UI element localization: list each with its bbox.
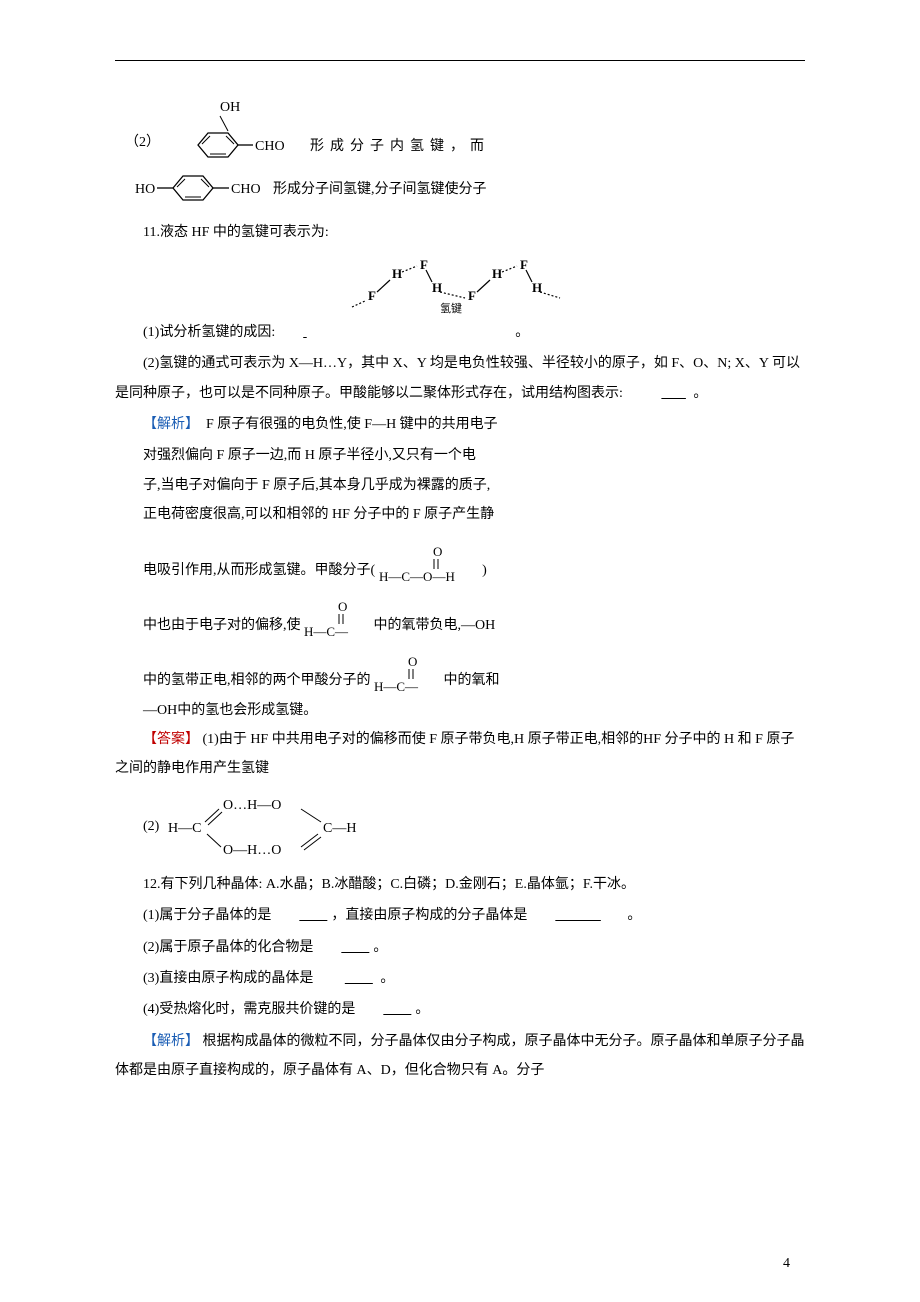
q11-analysis-l1: 对强烈偏向 F 原子一边,而 H 原子半径小,又只有一个电 [143,441,805,470]
q11-frag-b-pre: 中也由于电子对的偏移,使 [143,618,304,633]
answer-label: 【答案】 [143,732,199,747]
formic-full-svg: O H—C—O—H [379,544,479,584]
top-rule [115,60,805,61]
svg-text:F: F [468,288,476,303]
svg-text:O: O [433,544,442,559]
q12-p1b: ，直接由原子构成的分子晶体是 [331,908,527,923]
analysis-label: 【解析】 [143,417,199,432]
svg-text:H—C: H—C [168,821,201,836]
q2-structure-block: （2） OH CHO 形成分子内氢键，而 HO CHO [125,91,805,212]
q12-p3b: 。 [377,971,395,986]
q12-p3-blank [317,964,377,993]
q11-frag-b-post: 中的氧带负电,—OH [374,618,496,633]
q2-bond-oh [220,116,228,131]
q12-p1: (1)属于分子晶体的是 ，直接由原子构成的分子晶体是 。 [115,901,805,930]
q11-answer2: (2) H—C C—H O…H—O O—H…O [143,792,805,862]
q12-p3: (3)直接由原子构成的晶体是 。 [115,964,805,993]
q11-frag-c-post: 中的氧和 [444,673,500,688]
q12-p2b: 。 [373,940,387,955]
q11-analysis-l2: 子,当电子对偏向于 F 原子后,其本身几乎成为裸露的质子, [143,471,805,500]
q11-frag-a-pre: 电吸引作用,从而形成氢键。甲酸分子( [143,563,379,578]
hc-o-svg-1: O H—C— [304,599,370,639]
q12-p4a: (4)受热熔化时，需克服共价键的是 [143,1002,355,1017]
hc-o-svg-2: O H—C— [374,654,440,694]
svg-text:H—C—: H—C— [374,679,419,694]
q12-analysis: 【解析】 根据构成晶体的微粒不同，分子晶体仅由分子构成，原子晶体中无分子。原子晶… [115,1027,805,1086]
q12-p1-blank1 [271,901,331,930]
q12-p4b: 。 [415,1002,429,1017]
q12-analysis-text: 根据构成晶体的微粒不同，分子晶体仅由分子构成，原子晶体中无分子。原子晶体和单原子… [115,1034,805,1078]
q11-frag-a: 电吸引作用,从而形成氢键。甲酸分子( O H—C—O—H ) [143,544,805,585]
q2-ho-prefix: HO [135,182,155,197]
q11-answer1-text: (1)由于 HF 中共用电子对的偏移而使 F 原子带负电,H 原子带正电,相邻的… [115,732,794,776]
q12-p1a: (1)属于分子晶体的是 [143,908,271,923]
formic-dimer-svg: H—C C—H O…H—O O—H…O [163,792,363,862]
q11-part1-tail: 。 [515,325,529,340]
q12-p4-blank [355,995,415,1024]
benzene-ring-2 [173,176,213,200]
svg-text:C—H: C—H [323,821,356,836]
q2-tail: 形成分子间氢键,分子间氢键使分子 [273,180,487,197]
svg-text:H: H [392,266,402,281]
q12-p2-blank [313,933,373,962]
q11-frag-a-post: ) [482,563,487,578]
q11-part1-text: (1)试分析氢键的成因: [143,325,275,340]
svg-text:H—C—: H—C— [304,624,349,639]
q2-oh: OH [220,100,240,115]
q11-answer2-prefix: (2) [143,819,159,834]
q12-p2a: (2)属于原子晶体的化合物是 [143,940,313,955]
page-content: （2） OH CHO 形成分子内氢键，而 HO CHO [115,91,805,1086]
q12-p3a: (3)直接由原子构成的晶体是 [143,971,317,986]
q11-analysis-l0: F 原子有很强的电负性,使 F—H 键中的共用电子 [206,417,498,432]
svg-text:O: O [338,599,347,614]
q2-cho1: CHO [255,139,285,154]
q11-part2: (2)氢键的通式可表示为 X—H…Y，其中 X、Y 均是电负性较强、半径较小的原… [115,349,805,408]
q11-title: 11.液态 HF 中的氢键可表示为: [115,218,805,247]
q11-part1: (1)试分析氢键的成因: 。 [115,318,805,347]
q2-prefix: （2） [125,134,160,150]
q11-analysis-start: 【解析】 F 原子有很强的电负性,使 F—H 键中的共用电子 [115,410,805,439]
hf-chain-svg: F H F H F H F H 氢键 [340,252,580,314]
q12-p1c: 。 [627,908,641,923]
q11-frag-c-pre: 中的氢带正电,相邻的两个甲酸分子的 [143,673,374,688]
svg-text:H: H [492,266,502,281]
svg-text:O…H—O: O…H—O [223,798,281,813]
q12-title: 12.有下列几种晶体: A.水晶；B.冰醋酸；C.白磷；D.金刚石；E.晶体氩；… [115,870,805,899]
hf-bond-label: 氢键 [440,301,462,314]
q12-p1-blank2 [527,901,627,930]
q11-part2-blank [633,379,693,408]
analysis-label-2: 【解析】 [143,1034,199,1049]
q12-p4: (4)受热熔化时，需克服共价键的是 。 [115,995,805,1024]
q11-analysis-l3: 正电荷密度很高,可以和相邻的 HF 分子中的 F 原子产生静 [143,500,805,529]
q2-mid-text: 形成分子内氢键，而 [310,138,490,154]
svg-text:O—H…O: O—H…O [223,843,281,858]
q11-analysis-block: 对强烈偏向 F 原子一边,而 H 原子半径小,又只有一个电 子,当电子对偏向于 … [143,441,805,529]
benzene-ring-1 [198,133,238,157]
q11-part2-tail: 。 [693,386,707,401]
q12-p2: (2)属于原子晶体的化合物是 。 [115,933,805,962]
svg-text:F: F [368,288,376,303]
q11-frag-c: 中的氢带正电,相邻的两个甲酸分子的 O H—C— 中的氧和 [143,654,805,695]
svg-text:O: O [408,654,417,669]
svg-text:F: F [520,257,528,272]
q11-frag-d: —OH中的氢也会形成氢键。 [143,696,805,725]
page-number: 4 [783,1256,790,1272]
q2-structure-svg: （2） OH CHO 形成分子内氢键，而 HO CHO [125,91,645,201]
q11-frag-b: 中也由于电子对的偏移,使 O H—C— 中的氧带负电,—OH [143,599,805,640]
q11-answer1: 【答案】 (1)由于 HF 中共用电子对的偏移而使 F 原子带负电,H 原子带正… [115,725,805,784]
q11-part1-blank [275,318,515,347]
q2-cho2: CHO [231,182,261,197]
svg-text:H—C—O—H: H—C—O—H [379,569,455,584]
svg-text:F: F [420,257,428,272]
